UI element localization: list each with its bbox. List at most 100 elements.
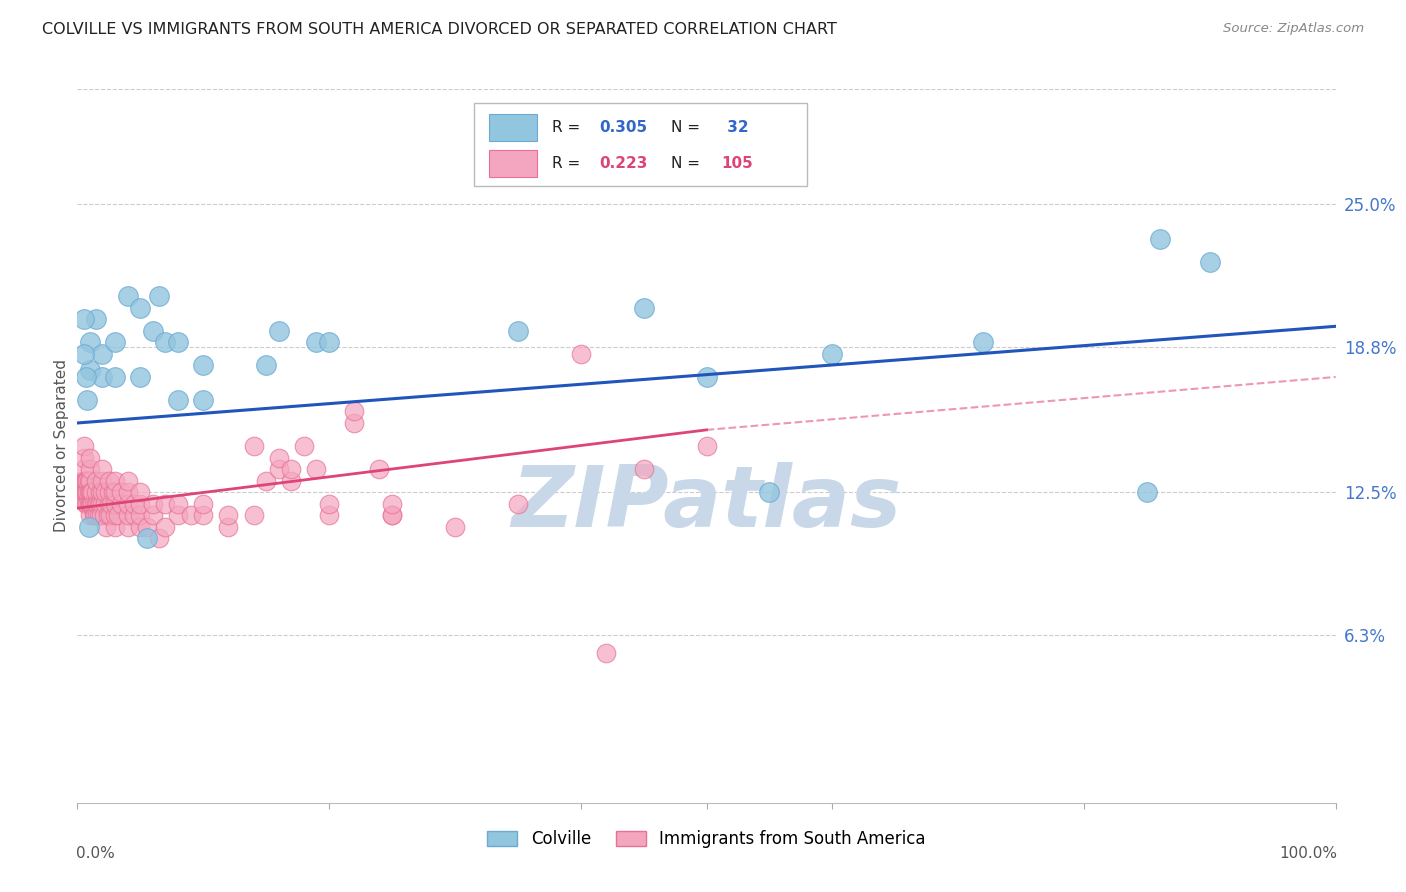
Point [217,508,239,522]
Point [101,485,124,500]
Point [758,485,780,500]
Point [96,508,118,522]
Point [97,485,120,500]
Point [972,335,994,350]
Point [77,474,100,488]
Point [84,312,107,326]
Point [90,508,112,522]
Point [84,508,107,522]
Point [76,485,98,500]
Point [89,497,111,511]
Text: 32: 32 [721,120,748,135]
Text: N =: N = [671,156,706,171]
Point [80,485,103,500]
Point [73,485,96,500]
Point [129,497,152,511]
Point [305,462,328,476]
FancyBboxPatch shape [489,114,537,141]
Point [86,497,108,511]
Point [135,519,157,533]
Point [318,335,340,350]
Point [76,392,98,407]
Point [569,347,592,361]
Text: Source: ZipAtlas.com: Source: ZipAtlas.com [1223,22,1364,36]
Point [80,497,103,511]
Point [70,485,93,500]
Text: N =: N = [671,120,706,135]
Point [280,462,302,476]
Point [1136,485,1159,500]
Point [305,335,328,350]
Point [318,497,340,511]
Point [280,474,302,488]
Point [104,370,127,384]
Point [72,347,94,361]
Point [633,301,655,315]
Y-axis label: Divorced or Separated: Divorced or Separated [53,359,69,533]
Point [83,508,105,522]
Point [142,497,165,511]
Point [191,359,215,373]
Point [91,485,114,500]
Point [167,497,190,511]
Point [96,519,118,533]
Point [444,519,467,533]
Point [167,335,190,350]
Point [93,508,115,522]
Point [506,324,529,338]
Point [107,508,129,522]
Point [191,508,215,522]
Point [73,474,96,488]
Point [254,359,277,373]
Point [343,416,366,430]
Point [155,497,177,511]
Text: 105: 105 [721,156,754,171]
Point [129,519,152,533]
Point [98,508,121,522]
Point [72,474,94,488]
Point [75,485,97,500]
Point [72,439,94,453]
Point [79,363,101,377]
FancyBboxPatch shape [474,103,807,186]
Point [97,474,120,488]
Text: ZIPatlas: ZIPatlas [512,461,901,545]
Point [117,497,139,511]
Point [77,485,100,500]
Point [381,508,404,522]
Point [86,508,108,522]
Point [72,312,94,326]
Point [696,370,718,384]
Point [595,646,617,660]
Text: 0.223: 0.223 [599,156,648,171]
Point [97,497,120,511]
Point [82,485,104,500]
Point [506,497,529,511]
Point [72,485,94,500]
Point [254,474,277,488]
Point [77,497,100,511]
Point [79,497,101,511]
Point [104,497,127,511]
Point [79,485,101,500]
Point [75,474,97,488]
Point [79,462,101,476]
Point [267,450,290,465]
Point [129,301,152,315]
Point [142,324,165,338]
Point [91,370,114,384]
Point [696,439,718,453]
Point [79,474,101,488]
Point [129,370,152,384]
Point [821,347,844,361]
Point [89,485,111,500]
Point [100,497,122,511]
Point [91,497,114,511]
Point [79,335,101,350]
Point [76,497,98,511]
Point [77,519,100,533]
Point [83,497,105,511]
Text: 100.0%: 100.0% [1279,846,1337,861]
Point [129,508,152,522]
Point [155,335,177,350]
